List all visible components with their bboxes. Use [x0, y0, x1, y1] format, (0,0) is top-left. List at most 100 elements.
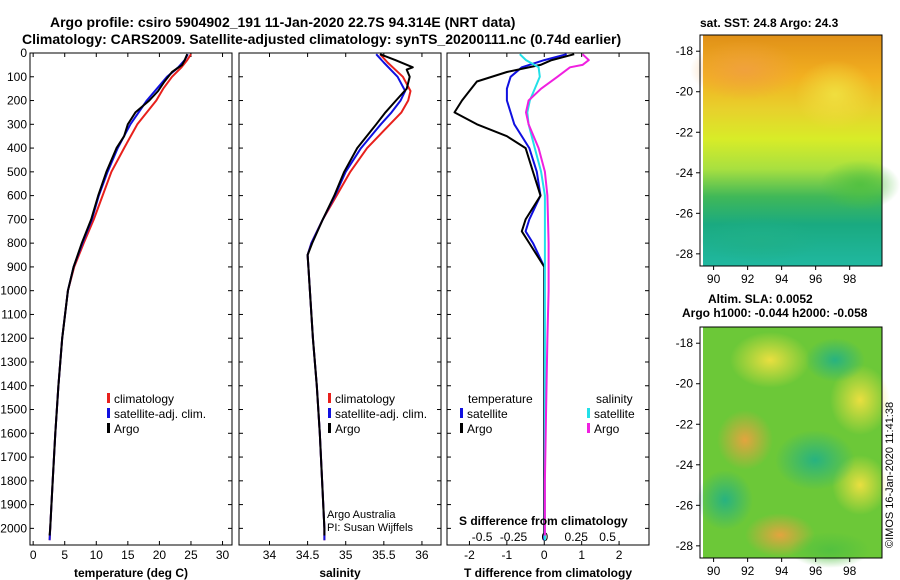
y-tick-label: 1300 [0, 355, 27, 369]
series-line-s-argo [525, 53, 590, 536]
y-tick-label: 1500 [0, 403, 27, 417]
map-y-tick-label: -18 [676, 44, 694, 58]
y-tick-label: 1400 [0, 379, 27, 393]
y-tick-label: 900 [7, 260, 27, 274]
legend-swatch-s-argo [587, 423, 590, 433]
y-tick-label: 1000 [0, 284, 27, 298]
legend-label-argo: Argo [114, 422, 140, 436]
x-tick-label: -1 [502, 548, 513, 562]
y-tick-label: 1600 [0, 426, 27, 440]
difference-panel: -2 -1 0 1 2 T difference from climatology -0.5… [446, 52, 650, 580]
sst-warm-patch [795, 60, 875, 130]
sla-high-patch [830, 365, 890, 435]
y-tick-label: 1800 [0, 474, 27, 488]
title-line-2: Climatology: CARS2009. Satellite-adjuste… [22, 31, 621, 47]
legend-swatch-t-argo [460, 423, 463, 433]
series-line-s-satellite [519, 53, 546, 541]
s-tick-label: 0.5 [599, 530, 616, 544]
y-tick-label: 600 [7, 189, 27, 203]
map-x-tick-label: 92 [741, 564, 755, 578]
y-tick-label: 400 [7, 141, 27, 155]
sst-cool-patch [820, 160, 900, 210]
plot-frame [29, 52, 233, 546]
map-y-tick-label: -28 [676, 539, 694, 553]
sst-cool-patch [700, 218, 820, 262]
credit-pi: PI: Susan Wijffels [327, 522, 413, 534]
x-tick-label: 25 [184, 548, 198, 562]
map-y-tick-label: -24 [676, 458, 694, 472]
salinity-legend: climatology satellite-adj. clim. Argo Ar… [327, 392, 427, 534]
map-x-tick-label: 96 [809, 272, 823, 286]
x-tick-label: 35 [339, 548, 353, 562]
map-y-tick-label: -20 [676, 85, 694, 99]
legend-label-t-argo: Argo [467, 422, 493, 436]
credit-argo-australia: Argo Australia [327, 509, 396, 521]
sla-low-patch [805, 338, 865, 382]
sst-map-ticks: 90 92 94 96 98 -18 -20 -22 -24 -26 -28 [676, 44, 857, 286]
legend-swatch-argo [328, 423, 331, 433]
title-line-1: Argo profile: csiro 5904902_191 11-Jan-2… [50, 14, 515, 30]
map-y-tick-label: -28 [676, 247, 694, 261]
sst-map: sat. SST: 24.8 Argo: 24.3 90 92 94 96 98 -18 -… [676, 16, 900, 286]
map-x-tick-label: 94 [775, 564, 789, 578]
sst-map-frame [699, 34, 883, 267]
salinity-panel: 34 34.5 35 35.5 36 salinity [238, 52, 442, 580]
s-tick-label: -0.5 [472, 530, 493, 544]
legend-swatch-argo [107, 423, 110, 433]
x-tick-label: 36 [415, 548, 429, 562]
map-y-tick-label: -22 [676, 417, 694, 431]
legend-swatch-climatology [107, 393, 110, 403]
legend-swatch-s-satellite [587, 408, 590, 418]
difference-legend: temperature satellite Argo salinity sate… [459, 392, 635, 528]
legend-label-climatology: climatology [335, 392, 395, 406]
x-tick-label: 20 [153, 548, 167, 562]
x-tick-label: 0 [30, 548, 37, 562]
sla-low-patch [697, 470, 753, 530]
map-x-tick-label: 98 [843, 564, 857, 578]
sla-map-ticks: 90 92 94 96 98 -18 -20 -22 -24 -26 -28 [676, 336, 857, 578]
legend-label-satellite: satellite-adj. clim. [335, 407, 427, 421]
x-tick-label: 35.5 [372, 548, 396, 562]
legend-title-salinity: salinity [596, 392, 633, 406]
y-tick-label: 100 [7, 70, 27, 84]
x-tick-label: 34.5 [296, 548, 320, 562]
map-y-tick-label: -18 [676, 336, 694, 350]
map-x-tick-label: 96 [809, 564, 823, 578]
series-line-argo [306, 53, 414, 536]
legend-swatch-satellite [328, 408, 331, 418]
map-y-tick-label: -26 [676, 206, 694, 220]
x-axis-label: salinity [319, 566, 361, 580]
x-tick-label: 30 [216, 548, 230, 562]
map-y-tick-label: -24 [676, 166, 694, 180]
x-axis-label: T difference from climatology [464, 566, 632, 580]
map-x-tick-label: 92 [741, 272, 755, 286]
x-tick-label: 2 [616, 548, 623, 562]
sla-map-frame [699, 326, 883, 559]
map-x-tick-label: 94 [775, 272, 789, 286]
x-tick-label: -2 [464, 548, 475, 562]
sst-warm-patch [690, 40, 800, 100]
legend-label-t-satellite: satellite [467, 407, 508, 421]
x-tick-label: 1 [578, 548, 585, 562]
sst-map-title: sat. SST: 24.8 Argo: 24.3 [700, 16, 839, 30]
y-tick-label: 0 [20, 46, 27, 60]
map-y-tick-label: -26 [676, 498, 694, 512]
sla-map: Altim. SLA: 0.0052 Argo h1000: -0.044 h2… [676, 292, 890, 578]
s-tick-label: -0.25 [500, 530, 528, 544]
sla-high-patch [717, 410, 773, 470]
y-tick-label: 2000 [0, 521, 27, 535]
sla-low-patch [790, 532, 870, 568]
map-y-tick-label: -22 [676, 125, 694, 139]
y-tick-label: 700 [7, 212, 27, 226]
map-x-tick-label: 98 [843, 272, 857, 286]
s-difference-axis-label: S difference from climatology [459, 514, 628, 528]
y-tick-label: 800 [7, 236, 27, 250]
temperature-legend: climatology satellite-adj. clim. Argo [107, 392, 206, 436]
legend-swatch-t-satellite [460, 408, 463, 418]
y-tick-label: 1100 [1, 307, 27, 321]
x-tick-label: 5 [61, 548, 68, 562]
y-tick-label: 1700 [0, 450, 27, 464]
y-tick-label: 500 [7, 165, 27, 179]
sla-map-nodata [700, 327, 703, 558]
